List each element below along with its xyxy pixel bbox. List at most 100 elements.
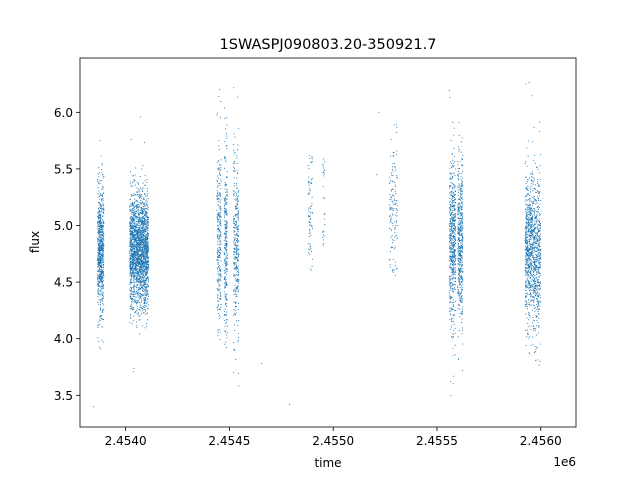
data-point [219, 256, 221, 258]
data-point [129, 308, 131, 310]
data-point [218, 194, 220, 196]
data-point [237, 290, 240, 292]
data-point [145, 261, 148, 263]
data-point [140, 284, 142, 286]
data-point [452, 260, 454, 262]
data-point [226, 305, 228, 308]
data-point [450, 241, 453, 243]
data-point [454, 214, 456, 216]
data-point [225, 251, 227, 253]
data-point [458, 293, 460, 295]
data-point [131, 260, 133, 262]
data-point [219, 316, 221, 318]
data-point [396, 211, 398, 214]
data-point [132, 268, 135, 270]
data-point [308, 243, 310, 245]
data-point [237, 201, 239, 203]
data-point [131, 203, 134, 205]
data-point [147, 308, 149, 310]
data-point [139, 202, 142, 204]
data-point [451, 271, 454, 273]
data-point [217, 267, 219, 269]
data-point [234, 205, 236, 207]
data-point [225, 264, 227, 266]
data-point [460, 178, 462, 180]
data-point [97, 178, 99, 181]
data-point [145, 249, 147, 251]
data-point [129, 297, 131, 299]
data-point [133, 283, 135, 285]
data-point [452, 304, 454, 306]
data-point [147, 249, 149, 251]
data-point [131, 204, 133, 206]
data-point [142, 208, 144, 210]
data-point [461, 329, 463, 331]
data-point [457, 292, 459, 295]
data-point [131, 194, 133, 197]
data-point [144, 228, 146, 230]
data-point [451, 267, 453, 269]
data-point [390, 221, 392, 223]
data-point [233, 231, 235, 233]
data-point [461, 321, 463, 323]
data-point [102, 200, 104, 202]
data-point [458, 278, 460, 281]
data-point [322, 236, 324, 239]
data-point [225, 159, 227, 161]
data-point [454, 232, 456, 234]
data-point [235, 193, 237, 195]
data-point [147, 238, 149, 240]
data-point [135, 242, 137, 244]
data-point [234, 293, 236, 295]
data-point [134, 298, 136, 300]
data-point [453, 155, 455, 157]
data-point [234, 284, 236, 286]
data-point [142, 281, 144, 283]
data-point [131, 253, 133, 255]
data-point [451, 253, 453, 255]
data-point [311, 224, 313, 226]
data-point [139, 296, 141, 298]
data-point [216, 234, 218, 236]
data-point [233, 253, 235, 256]
data-point [136, 301, 138, 303]
data-point [132, 205, 134, 207]
data-point [225, 242, 227, 244]
data-point [218, 96, 220, 98]
data-point [139, 288, 141, 290]
data-point [129, 171, 131, 173]
data-point [233, 149, 235, 151]
data-point [144, 205, 146, 207]
data-point [103, 284, 105, 286]
data-point [394, 165, 396, 167]
data-point [140, 243, 142, 245]
data-point [131, 237, 134, 239]
data-point [145, 323, 147, 325]
data-point [136, 207, 138, 210]
data-point [217, 289, 219, 291]
data-point [458, 202, 460, 204]
data-point [223, 205, 225, 207]
data-point [129, 209, 131, 211]
data-point [389, 214, 391, 216]
data-point [142, 305, 144, 308]
data-point [237, 241, 239, 243]
data-point [237, 325, 239, 327]
data-point [102, 186, 104, 189]
data-point [219, 207, 221, 209]
data-point [395, 207, 397, 210]
data-point [132, 207, 135, 210]
data-point [132, 298, 134, 300]
data-point [237, 231, 239, 233]
data-point [143, 242, 145, 244]
data-point [139, 265, 142, 267]
data-point [220, 211, 222, 213]
data-point [138, 291, 140, 293]
data-point [129, 211, 131, 213]
data-point [224, 272, 226, 274]
data-point [237, 196, 239, 198]
data-point [224, 260, 226, 262]
data-point [220, 233, 222, 235]
data-point [461, 233, 463, 235]
data-point [139, 295, 141, 297]
